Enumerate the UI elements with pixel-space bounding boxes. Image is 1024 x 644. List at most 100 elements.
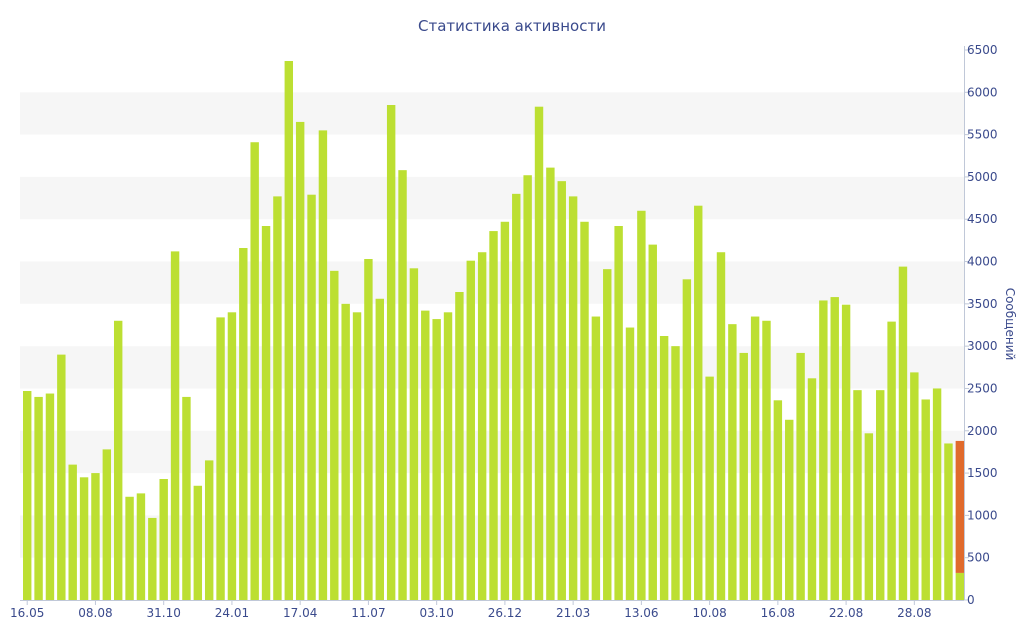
grid-band [20, 176, 964, 220]
x-tick-label: 21.03 [556, 606, 590, 620]
bar [716, 252, 726, 600]
bar [216, 317, 225, 600]
bar [659, 336, 669, 600]
bar [614, 226, 623, 600]
bar [910, 372, 919, 600]
bar [580, 221, 589, 600]
bar [455, 292, 464, 600]
bar [887, 321, 896, 600]
bar [386, 105, 396, 600]
bar [102, 449, 112, 600]
bar [864, 433, 874, 600]
y-tick-label: 1500 [967, 466, 998, 480]
x-tick-label: 31.10 [147, 606, 181, 620]
x-tick-label: 22.08 [829, 606, 863, 620]
bar [637, 210, 646, 600]
bar [557, 181, 566, 600]
bar [682, 279, 692, 600]
bar [57, 354, 66, 600]
bar [148, 517, 157, 600]
bar [443, 312, 453, 600]
bar [591, 316, 601, 600]
x-tick-label: 24.01 [215, 606, 249, 620]
y-tick-label: 5000 [967, 170, 998, 184]
bar [273, 196, 282, 600]
bar [352, 312, 362, 600]
grid-band [20, 92, 964, 135]
bar [489, 231, 498, 601]
x-tick-label: 11.07 [351, 606, 385, 620]
chart-title: Статистика активности [418, 17, 606, 35]
bar [876, 390, 885, 600]
bar [227, 312, 237, 600]
bar [785, 419, 794, 600]
bar [648, 244, 657, 600]
y-axis-label: Сообщений [1003, 288, 1017, 361]
bar [250, 142, 259, 600]
bar [523, 175, 532, 600]
y-tick-label: 6500 [967, 43, 998, 57]
bar [79, 477, 89, 600]
bar [705, 376, 714, 600]
bar [398, 170, 407, 600]
y-tick-label: 6000 [967, 85, 998, 99]
bar [568, 196, 578, 600]
bar [796, 352, 805, 600]
x-tick-label: 16.05 [10, 606, 44, 620]
y-tick-label: 5500 [967, 128, 998, 142]
bar [477, 252, 487, 600]
bar [330, 270, 339, 600]
bar [921, 399, 930, 600]
bar [432, 319, 441, 600]
x-tick-label: 16.08 [761, 606, 795, 620]
bar [603, 269, 612, 600]
bar [500, 221, 510, 600]
bar [841, 304, 851, 600]
y-tick-label: 3000 [967, 339, 998, 353]
bar [34, 396, 43, 600]
y-tick-label: 4500 [967, 212, 998, 226]
bar [91, 473, 100, 600]
bar [318, 130, 328, 600]
bar [113, 320, 123, 600]
bar [170, 251, 180, 600]
y-tick-label: 2000 [967, 424, 998, 438]
bar [375, 298, 384, 600]
bar [159, 479, 168, 600]
bar [284, 61, 294, 600]
bar [773, 400, 783, 600]
bar [534, 106, 544, 600]
y-tick-label: 4000 [967, 255, 998, 269]
bar [694, 205, 703, 600]
x-tick-label: 10.08 [692, 606, 726, 620]
x-tick-label: 13.06 [624, 606, 658, 620]
x-tick-label: 28.08 [897, 606, 931, 620]
bar [239, 248, 248, 600]
x-tick-label: 26.12 [488, 606, 522, 620]
bar [341, 303, 350, 600]
bar [830, 297, 839, 600]
bar [261, 226, 271, 600]
bar [944, 443, 953, 600]
bar [182, 396, 191, 600]
bar [739, 352, 748, 600]
y-tick-label: 0 [967, 593, 975, 607]
bar [728, 324, 737, 600]
y-tick-label: 1000 [967, 508, 998, 522]
bar [853, 390, 862, 600]
y-tick-label: 2500 [967, 381, 998, 395]
x-tick-label: 03.10 [419, 606, 453, 620]
bar [204, 460, 214, 600]
bar [932, 388, 942, 600]
bar [625, 327, 635, 600]
bar [750, 316, 760, 600]
x-tick-label: 17.04 [283, 606, 317, 620]
bar [421, 310, 430, 600]
bar [955, 572, 965, 600]
bars-group [23, 61, 965, 601]
bar [409, 268, 419, 600]
bar [512, 193, 521, 600]
y-tick-label: 3500 [967, 297, 998, 311]
bar [23, 391, 32, 600]
